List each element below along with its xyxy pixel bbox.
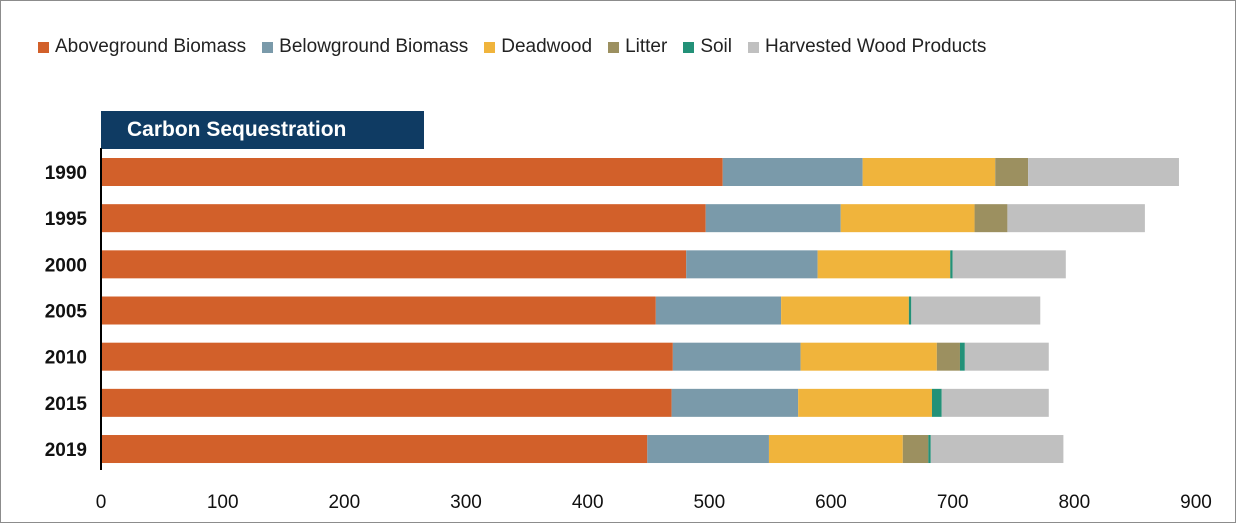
bar-segment [995,158,1029,186]
y-tick-label: 1990 [45,163,87,184]
bar-segment [930,435,1064,464]
bar-segment [101,342,673,371]
y-tick-label: 2015 [45,394,88,415]
x-tick-label: 100 [207,492,239,513]
bar-segment [781,296,909,325]
bar-segment [928,435,931,464]
legend-label: Deadwood [501,36,593,57]
y-tick-label: 2005 [45,302,88,323]
x-tick-label: 0 [96,492,107,513]
bar-segment [101,296,656,325]
y-tick-label: 2010 [45,348,87,369]
bar-segment [655,296,782,325]
bar-segment [902,435,929,464]
legend: Aboveground Biomass Belowground Biomass De… [38,36,1002,58]
bar-segment [862,158,996,186]
y-tick-label: 1995 [45,209,88,230]
bar-segment [722,158,863,186]
legend-item: Aboveground Biomass [38,36,246,58]
x-tick-label: 500 [693,492,725,513]
bar-segment [768,435,903,464]
legend-item: Belowground Biomass [262,36,468,58]
bar-segment [800,342,937,371]
legend-item: Litter [608,36,667,58]
chart-title-text: Carbon Sequestration [127,118,347,141]
legend-swatch [38,41,49,53]
bar-segment [671,388,799,417]
x-tick-label: 800 [1058,492,1090,513]
legend-label: Aboveground Biomass [55,36,247,57]
bar-segment [686,250,818,279]
bar-segment [798,388,932,417]
legend-label: Harvested Wood Products [765,36,987,57]
bar-segment [647,435,769,464]
bar-segment [101,388,672,417]
bar-segment [952,250,1066,279]
bar-segment [1028,158,1179,186]
bar-segment [908,296,912,325]
bar-segment [101,204,706,233]
bar-segment [1007,204,1145,233]
legend-label: Litter [625,36,668,57]
bar-segment [936,342,960,371]
x-tick-label: 400 [572,492,604,513]
x-tick-label: 600 [815,492,847,513]
x-tick-label: 300 [450,492,482,513]
chart-title: Carbon Sequestration [101,111,424,149]
legend-label: Belowground Biomass [279,36,469,57]
legend-item: Deadwood [484,36,592,58]
y-tick-label: 2019 [45,440,87,461]
x-tick-label: 900 [1180,492,1212,513]
legend-item: Harvested Wood Products [748,36,986,58]
bar-segment [672,342,801,371]
bar-segment [817,250,951,279]
legend-swatch [608,41,620,53]
legend-swatch [262,41,274,53]
legend-item: Soil [683,36,732,58]
legend-label: Soil [700,36,732,57]
bar-segment [101,158,723,186]
y-tick-label: 2000 [45,255,87,276]
bar-segment [931,388,942,417]
bar-segment [974,204,1008,233]
bar-segment [101,435,648,464]
bar-segment [964,342,1049,371]
bar-segment [840,204,975,233]
bar-segment [101,250,687,279]
legend-swatch [683,41,695,53]
bar-segment [911,296,1041,325]
bar-segment [959,342,965,371]
legend-swatch [484,41,496,53]
bar-segment [705,204,841,233]
x-tick-label: 200 [328,492,360,513]
bar-segment [950,250,953,279]
legend-swatch [748,41,759,53]
bar-segment [941,388,1049,417]
x-tick-label: 700 [937,492,969,513]
